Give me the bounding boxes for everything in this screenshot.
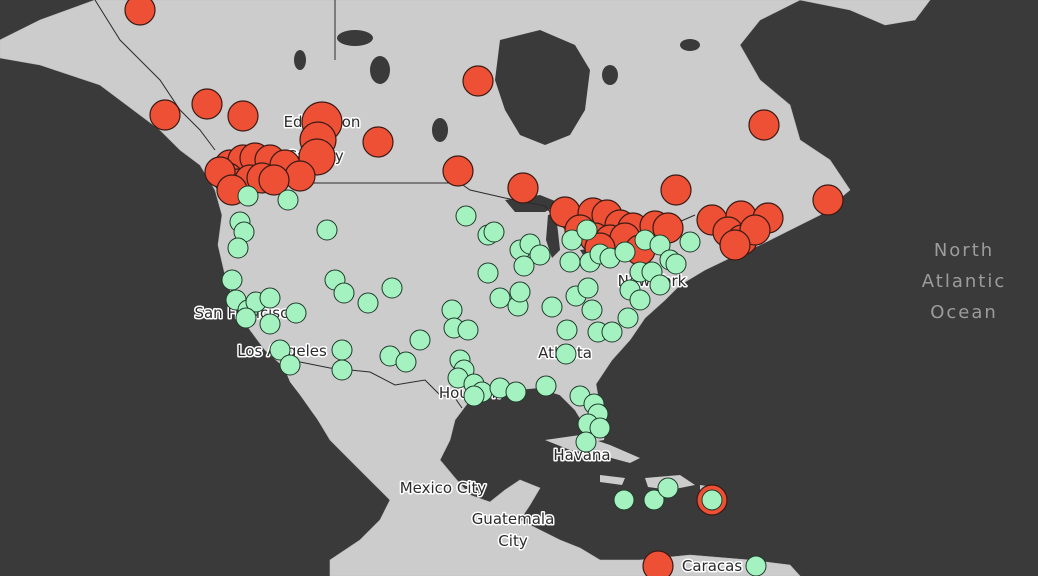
red-marker[interactable] (258, 164, 290, 196)
red-marker[interactable] (642, 550, 674, 576)
ocean-label-line2: Atlantic (922, 271, 1006, 292)
ocean-label-line1: North (934, 240, 994, 261)
red-marker[interactable] (191, 88, 223, 120)
green-marker[interactable] (529, 244, 551, 266)
green-marker[interactable] (614, 241, 636, 263)
red-marker[interactable] (719, 229, 751, 261)
city-label-caracas: Caracas (682, 557, 742, 575)
green-marker[interactable] (701, 489, 723, 511)
hudson-bay (495, 30, 590, 145)
green-marker[interactable] (457, 319, 479, 341)
green-marker[interactable] (657, 477, 679, 499)
green-marker[interactable] (409, 329, 431, 351)
red-marker[interactable] (812, 184, 844, 216)
green-marker[interactable] (259, 313, 281, 335)
red-marker[interactable] (149, 99, 181, 131)
city-label-guatemala-city: Guatemala (472, 510, 555, 528)
green-marker[interactable] (617, 307, 639, 329)
green-marker[interactable] (489, 287, 511, 309)
green-marker[interactable] (745, 555, 767, 576)
green-marker[interactable] (541, 296, 563, 318)
green-marker[interactable] (395, 351, 417, 373)
green-marker[interactable] (221, 269, 243, 291)
green-marker[interactable] (556, 319, 578, 341)
green-marker[interactable] (277, 189, 299, 211)
green-marker[interactable] (679, 231, 701, 253)
city-label-havana: Havana (553, 446, 610, 464)
green-marker[interactable] (279, 354, 301, 376)
green-marker[interactable] (589, 417, 611, 439)
green-markers (221, 185, 767, 576)
green-marker[interactable] (285, 302, 307, 324)
green-marker[interactable] (269, 339, 291, 361)
red-marker[interactable] (124, 0, 156, 26)
green-marker[interactable] (575, 431, 597, 453)
green-marker[interactable] (227, 237, 249, 259)
ocean-label-line3: Ocean (930, 302, 998, 323)
red-marker[interactable] (284, 160, 316, 192)
green-marker[interactable] (441, 299, 463, 321)
green-marker[interactable] (629, 289, 651, 311)
green-marker[interactable] (601, 321, 623, 343)
green-marker[interactable] (577, 277, 599, 299)
green-marker[interactable] (237, 185, 259, 207)
green-marker[interactable] (643, 489, 665, 511)
green-marker[interactable] (581, 299, 603, 321)
city-label-guatemala-city-2: City (498, 532, 528, 550)
red-marker[interactable] (507, 172, 539, 204)
green-marker[interactable] (235, 307, 257, 329)
green-marker[interactable] (483, 221, 505, 243)
green-marker[interactable] (331, 339, 353, 361)
ocean-label: North Atlantic Ocean (922, 240, 1006, 323)
baja-california (285, 370, 352, 455)
northern-lakes (294, 30, 700, 142)
green-marker[interactable] (505, 381, 527, 403)
green-marker[interactable] (333, 282, 355, 304)
red-marker[interactable] (462, 65, 494, 97)
green-marker[interactable] (613, 489, 635, 511)
green-marker[interactable] (649, 234, 671, 256)
green-marker[interactable] (381, 277, 403, 299)
green-marker[interactable] (559, 251, 581, 273)
red-marker[interactable] (442, 155, 474, 187)
green-marker[interactable] (331, 359, 353, 381)
green-marker[interactable] (316, 219, 338, 241)
green-marker[interactable] (509, 281, 531, 303)
green-marker[interactable] (561, 229, 583, 251)
green-marker[interactable] (455, 205, 477, 227)
green-marker[interactable] (259, 287, 281, 309)
red-marker[interactable] (748, 109, 780, 141)
green-marker[interactable] (357, 292, 379, 314)
green-marker[interactable] (555, 343, 577, 365)
green-marker[interactable] (576, 219, 598, 241)
green-marker[interactable] (463, 385, 485, 407)
red-marker[interactable] (227, 100, 259, 132)
green-marker[interactable] (649, 274, 671, 296)
city-label-mexico-city: Mexico City (400, 479, 487, 497)
green-marker[interactable] (535, 375, 557, 397)
green-marker[interactable] (477, 262, 499, 284)
red-marker[interactable] (660, 174, 692, 206)
green-marker[interactable] (513, 255, 535, 277)
red-marker[interactable] (362, 126, 394, 158)
green-marker[interactable] (665, 253, 687, 275)
